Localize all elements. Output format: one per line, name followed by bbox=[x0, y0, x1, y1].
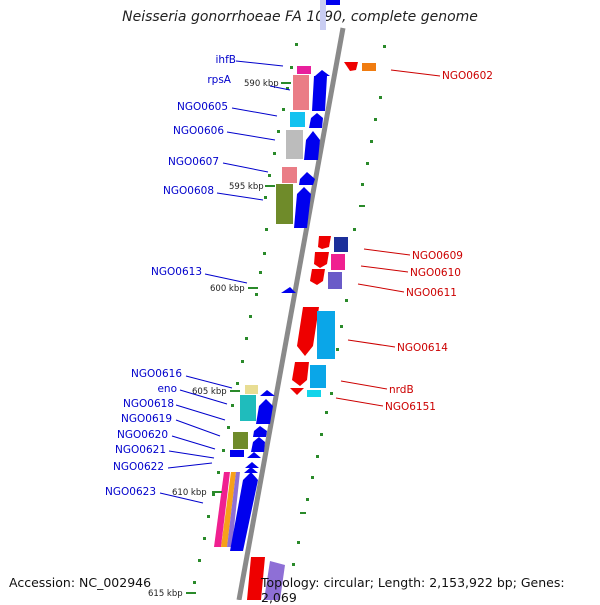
label-nrdB[interactable]: nrdB bbox=[389, 384, 414, 396]
label-ngo0608[interactable]: NGO0608 bbox=[163, 185, 214, 197]
cds-ngo6151-cds[interactable] bbox=[290, 388, 304, 395]
scale-label-595: 595 kbp bbox=[229, 182, 264, 192]
cds-ngo0623-rna-violet[interactable] bbox=[227, 472, 240, 547]
label-ngo0611[interactable]: NGO0611 bbox=[406, 287, 457, 299]
cds-ngo0602-rna[interactable] bbox=[362, 63, 376, 71]
label-ngo0610[interactable]: NGO0610 bbox=[410, 267, 461, 279]
scale-labels: 590 kbp 595 kbp 600 kbp 605 kbp 610 kbp … bbox=[148, 79, 279, 599]
reverse-leader-lines bbox=[335, 69, 441, 407]
cds-ngo0621-rna[interactable] bbox=[230, 450, 244, 457]
cds-nrdB-rna[interactable] bbox=[310, 365, 326, 388]
gc-content-track-right bbox=[292, 45, 386, 566]
label-eno[interactable]: eno bbox=[157, 383, 177, 395]
accession-text: Accession: NC_002946 bbox=[9, 575, 152, 590]
label-ngo0609[interactable]: NGO0609 bbox=[412, 250, 463, 262]
forward-leader-lines bbox=[159, 60, 291, 504]
cds-ngo0621-cds[interactable] bbox=[247, 452, 261, 458]
cds-ngo0623-cds[interactable] bbox=[230, 472, 258, 551]
scale-label-605: 605 kbp bbox=[192, 387, 227, 397]
cds-ngo0606-cds[interactable] bbox=[304, 131, 320, 160]
cds-ngo0619-cds[interactable] bbox=[253, 426, 267, 437]
cds-rpsA-cds[interactable] bbox=[312, 70, 330, 111]
cds-eno-rna[interactable] bbox=[240, 395, 256, 421]
cds-ngo0609-rna[interactable] bbox=[334, 237, 348, 252]
cds-ngo0608-cds[interactable] bbox=[294, 187, 311, 228]
label-ihfB[interactable]: ihfB bbox=[216, 54, 236, 66]
cds-ngo0620-cds[interactable] bbox=[251, 437, 265, 452]
scale-label-615: 615 kbp bbox=[148, 589, 183, 599]
label-ngo0613[interactable]: NGO0613 bbox=[151, 266, 202, 278]
cds-ngo0622b-cds[interactable] bbox=[244, 467, 258, 473]
cds-ngo0610-rna[interactable] bbox=[331, 254, 345, 270]
cds-ngo0620-rna[interactable] bbox=[233, 432, 248, 449]
cds-ngo0606-rna[interactable] bbox=[286, 130, 303, 159]
cds-eno-cds[interactable] bbox=[256, 399, 273, 424]
label-ngo0607[interactable]: NGO0607 bbox=[168, 156, 219, 168]
scale-label-590: 590 kbp bbox=[244, 79, 279, 89]
genome-backbone bbox=[236, 27, 346, 600]
map-title: Neisseria gonorrhoeae FA 1090, complete … bbox=[122, 9, 478, 25]
label-rpsA[interactable]: rpsA bbox=[207, 74, 231, 86]
cds-ngo0614-cds[interactable] bbox=[297, 307, 319, 356]
label-ngo6151[interactable]: NGO6151 bbox=[385, 401, 436, 413]
cds-ngo0614-rna[interactable] bbox=[317, 311, 335, 359]
cds-ngo0605-cds[interactable] bbox=[309, 113, 323, 128]
label-ngo0616[interactable]: NGO0616 bbox=[131, 368, 182, 380]
cds-nrdB-cds[interactable] bbox=[292, 362, 309, 386]
cds-ngo0622-cds[interactable] bbox=[245, 462, 259, 468]
cds-ngo0605-rna[interactable] bbox=[290, 112, 305, 127]
label-ngo0602[interactable]: NGO0602 bbox=[442, 70, 493, 82]
cds-ngo0623-rna-orange[interactable] bbox=[221, 472, 236, 547]
scale-ticks bbox=[186, 82, 291, 594]
label-ngo0621[interactable]: NGO0621 bbox=[115, 444, 166, 456]
cds-ngo0601-fwd[interactable] bbox=[325, 0, 340, 5]
cds-ngo0616-cds[interactable] bbox=[260, 390, 275, 396]
label-ngo0606[interactable]: NGO0606 bbox=[173, 125, 224, 137]
label-ngo0620[interactable]: NGO0620 bbox=[117, 429, 168, 441]
label-ngo0622[interactable]: NGO0622 bbox=[113, 461, 164, 473]
label-ngo0623[interactable]: NGO0623 bbox=[105, 486, 156, 498]
cds-ngo0609-cds[interactable] bbox=[318, 236, 331, 249]
cds-ngo0602-cds[interactable] bbox=[344, 62, 358, 71]
cds-ngo0623-rna-pink[interactable] bbox=[214, 472, 230, 547]
cds-ihfB-rna[interactable] bbox=[297, 66, 311, 74]
reverse-cds-features bbox=[290, 62, 376, 397]
scale-label-600: 600 kbp bbox=[210, 284, 245, 294]
label-ngo0619[interactable]: NGO0619 bbox=[121, 413, 172, 425]
forward-labels: ihfB rpsA NGO0605 NGO0606 NGO0607 NGO060… bbox=[105, 54, 236, 498]
gc-content-track-left bbox=[193, 43, 298, 584]
cds-ngo0613-cds[interactable] bbox=[281, 287, 296, 293]
topology-text: Topology: circular; Length: 2,153,922 bp… bbox=[261, 575, 565, 605]
label-ngo0618[interactable]: NGO0618 bbox=[123, 398, 174, 410]
cds-ngo0611-rna[interactable] bbox=[328, 272, 342, 289]
reverse-labels: NGO0602 NGO0609 NGO0610 NGO0611 NGO0614 … bbox=[385, 70, 493, 413]
cds-ngo0607-rna[interactable] bbox=[282, 167, 297, 183]
label-ngo0614[interactable]: NGO0614 bbox=[397, 342, 448, 354]
cds-ngo0607-cds[interactable] bbox=[299, 172, 315, 185]
forward-cds-features bbox=[214, 0, 340, 600]
cds-ngo0611-cds[interactable] bbox=[310, 269, 325, 285]
label-ngo0605[interactable]: NGO0605 bbox=[177, 101, 228, 113]
cds-ngo0601-rna[interactable] bbox=[320, 0, 326, 30]
cds-ngo0610-cds[interactable] bbox=[314, 252, 329, 268]
cds-ngo0624-cds[interactable] bbox=[247, 557, 265, 600]
cds-ngo0608-rna[interactable] bbox=[276, 184, 293, 224]
cds-ngo0624-rna[interactable] bbox=[264, 561, 285, 600]
cds-ngo0616-rna[interactable] bbox=[245, 385, 258, 394]
cds-rpsA-rna[interactable] bbox=[293, 75, 309, 110]
scale-label-610: 610 kbp bbox=[172, 488, 207, 498]
cds-ngo6151-rna[interactable] bbox=[307, 390, 321, 397]
